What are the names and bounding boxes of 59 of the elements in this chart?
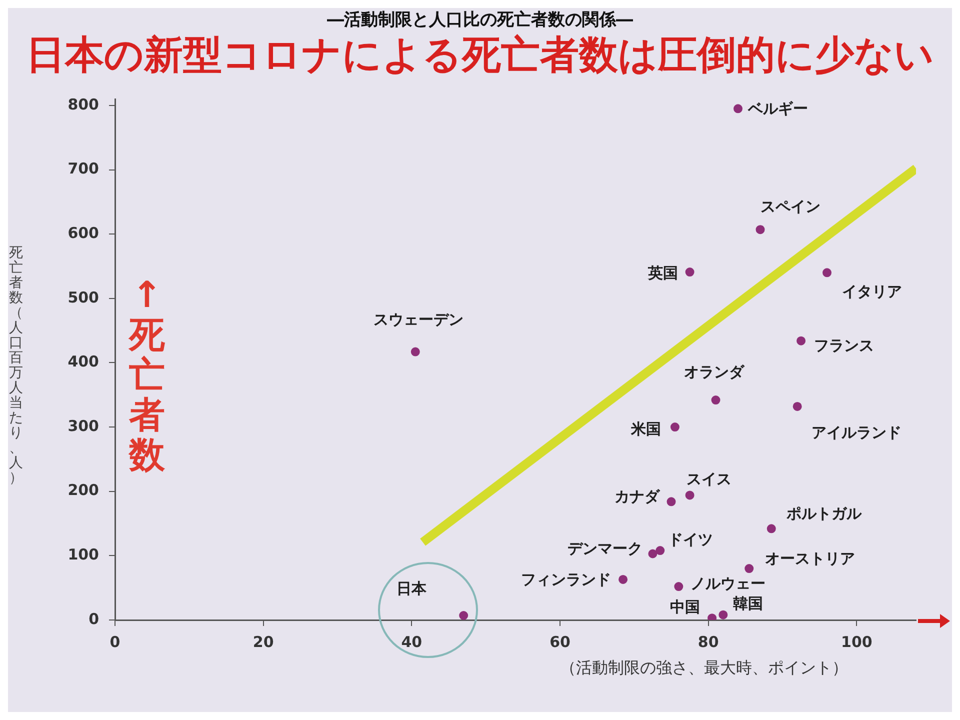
y-tick-label: 0 bbox=[88, 610, 99, 628]
annotation: フィンランド bbox=[521, 570, 612, 588]
annotation: 日本 bbox=[396, 579, 428, 598]
annotation: 中国 bbox=[670, 598, 700, 616]
annotation: 韓国 bbox=[733, 594, 764, 613]
x-tick-label: 0 bbox=[110, 632, 120, 651]
y-tick-label: 300 bbox=[68, 416, 99, 435]
annotation: フランス bbox=[814, 336, 874, 355]
x-axis-title: （活動制限の強さ、最大時、ポイント） bbox=[560, 658, 848, 679]
point bbox=[734, 104, 742, 114]
point bbox=[674, 582, 684, 592]
annotation: デンマーク bbox=[568, 540, 643, 558]
y-tick-label: 100 bbox=[68, 546, 99, 564]
annotation: オランダ bbox=[684, 362, 745, 381]
point bbox=[718, 610, 728, 620]
x-tick-label: 20 bbox=[252, 632, 274, 651]
y-tick-label: 500 bbox=[68, 288, 99, 306]
point bbox=[618, 574, 628, 584]
annotation: オーストリア bbox=[765, 549, 856, 568]
x-tick-label: 80 bbox=[698, 632, 719, 651]
y-tick-label: 600 bbox=[68, 224, 99, 242]
point bbox=[656, 546, 665, 556]
x-tick-label: 40 bbox=[401, 632, 422, 651]
y-tick-label: 400 bbox=[68, 352, 99, 371]
point bbox=[711, 396, 720, 405]
point bbox=[822, 268, 832, 278]
annotation: 英国 bbox=[646, 264, 678, 282]
point bbox=[796, 336, 806, 346]
annotation: イタリア bbox=[842, 282, 902, 301]
point bbox=[670, 422, 680, 432]
annotation: ノルウェー bbox=[690, 574, 766, 592]
point bbox=[666, 497, 676, 506]
point bbox=[685, 490, 694, 500]
annotation: ドイツ bbox=[668, 530, 714, 548]
text: 死亡者数（人口百万人当たり、人） bbox=[9, 245, 23, 486]
y-tick-label: 700 bbox=[68, 160, 99, 178]
x-tick-label: 60 bbox=[550, 632, 570, 651]
chart-subtitle: ―活動制限と人口比の死亡者数の関係― bbox=[326, 9, 634, 31]
annotation: ↑死亡者数 bbox=[128, 275, 166, 476]
chart-title: 日本の新型コロナによる死亡者数は圧倒的に少ない bbox=[25, 32, 935, 80]
annotation: スイス bbox=[686, 470, 732, 488]
point bbox=[756, 225, 765, 234]
x-tick-label: 100 bbox=[841, 632, 872, 651]
annotation: スペイン bbox=[760, 197, 820, 216]
annotation: 米国 bbox=[630, 420, 661, 438]
annotation: ベルギー bbox=[747, 100, 808, 118]
annotation: カナダ bbox=[614, 488, 660, 506]
y-tick-label: 200 bbox=[68, 481, 99, 500]
point bbox=[766, 524, 776, 534]
y-tick-label: 800 bbox=[68, 95, 99, 114]
annotation: スウェーデン bbox=[373, 310, 464, 329]
annotation: アイルランド bbox=[811, 423, 902, 442]
point bbox=[744, 564, 754, 574]
point bbox=[459, 610, 468, 620]
annotation: ポルトガル bbox=[785, 504, 862, 523]
point bbox=[410, 347, 420, 356]
point bbox=[648, 549, 658, 558]
point bbox=[792, 402, 802, 411]
point bbox=[685, 268, 694, 277]
